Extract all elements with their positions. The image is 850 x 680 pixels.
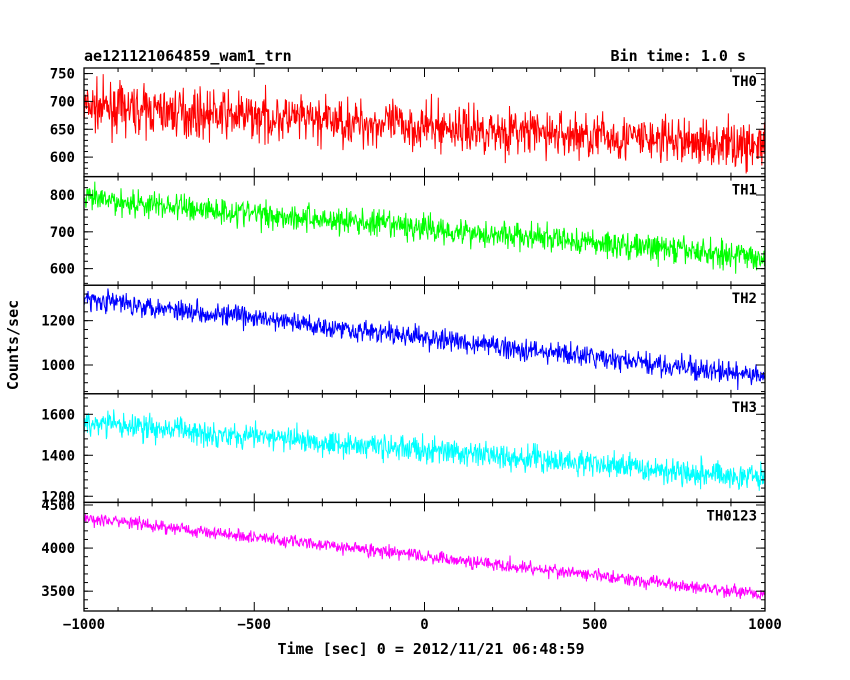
- panel-frame: [83, 501, 766, 612]
- panel-th1: TH1 600 700 800: [50, 175, 766, 286]
- y-tick-label: 4500: [41, 498, 75, 514]
- y-tick-label: 1200: [41, 314, 75, 330]
- x-tick-label: 0: [420, 617, 428, 633]
- y-tick-label: 1400: [41, 448, 75, 464]
- chart-title: ae121121064859_wam1_trn: [84, 47, 292, 65]
- y-tick-label: 700: [50, 225, 75, 241]
- y-tick-label: 650: [50, 122, 75, 138]
- x-axis-title: Time [sec] 0 = 2012/11/21 06:48:59: [277, 640, 584, 658]
- panel-label-th3: TH3: [732, 400, 757, 416]
- panel-label-th0123: TH0123: [706, 508, 757, 524]
- panels-group: TH0600650700750TH1600700800TH210001200TH…: [41, 67, 766, 612]
- bin-time-label: Bin time: 1.0 s: [611, 47, 746, 65]
- x-tick-label: 1000: [748, 617, 782, 633]
- y-tick-label: 1000: [41, 358, 75, 374]
- y-tick-label: 800: [50, 188, 75, 204]
- series-th1-line: [84, 181, 765, 274]
- y-tick-label: 600: [50, 150, 75, 166]
- series-th0123-line: [84, 514, 765, 600]
- x-tick-label: 500: [582, 617, 607, 633]
- y-tick-label: 700: [50, 94, 75, 110]
- panel-label-th0: TH0: [732, 74, 757, 90]
- series-th3-line: [84, 409, 765, 491]
- series-th2-line: [84, 288, 765, 390]
- y-tick-label: 1200: [41, 489, 75, 505]
- panel-th0123: TH0123 3500 4000 4500: [41, 498, 766, 612]
- y-axis-title: Counts/sec: [4, 300, 22, 390]
- y-tick-label: 1600: [41, 407, 75, 423]
- x-tick-label: −500: [237, 617, 271, 633]
- panel-label-th1: TH1: [732, 183, 757, 199]
- x-tick-label: −1000: [63, 617, 105, 633]
- panel-th2: TH2 1000 1200: [41, 284, 766, 395]
- panel-label-th2: TH2: [732, 291, 757, 307]
- series-th0-line: [84, 74, 765, 174]
- panel-th3: TH3 1200 1400 1600: [41, 393, 766, 505]
- y-tick-label: 4000: [41, 541, 75, 557]
- y-tick-label: 3500: [41, 584, 75, 600]
- panel-th0: TH0 600 650 700 750: [50, 67, 766, 178]
- y-tick-label: 750: [50, 67, 75, 83]
- y-tick-label: 600: [50, 262, 75, 278]
- x-axis: −1000 −500 0 500 1000: [63, 617, 782, 633]
